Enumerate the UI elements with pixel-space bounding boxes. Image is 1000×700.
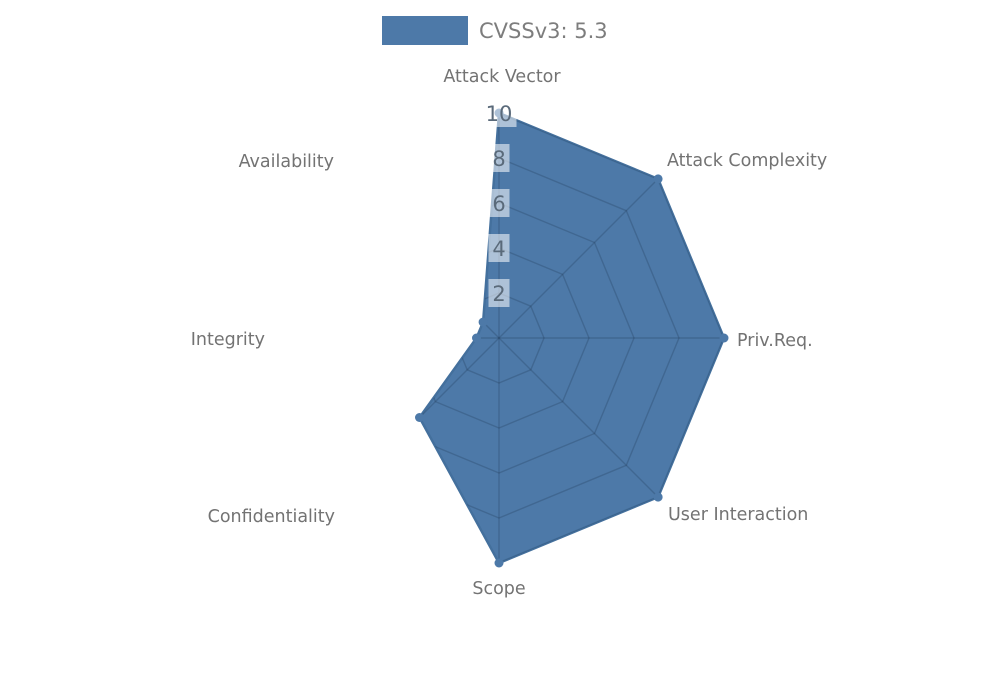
grid-spoke bbox=[419, 178, 500, 339]
tick-label: 8 bbox=[492, 147, 505, 171]
tick-label: 6 bbox=[492, 192, 505, 216]
grid-spoke bbox=[419, 337, 500, 498]
tick-box bbox=[488, 234, 510, 262]
axis-label-user-interaction: User Interaction bbox=[668, 505, 808, 525]
grid-ring bbox=[419, 113, 724, 563]
vertex-dot-3 bbox=[653, 492, 663, 502]
axis-label-integrity: Integrity bbox=[191, 330, 265, 350]
tick-label: 2 bbox=[492, 282, 505, 306]
grid-ring bbox=[419, 157, 680, 519]
legend: CVSSv3: 5.3 bbox=[382, 16, 608, 45]
grid-spoke bbox=[498, 337, 659, 498]
tick-box bbox=[481, 99, 517, 127]
tick-box bbox=[488, 189, 510, 217]
vertex-dot-1 bbox=[653, 174, 663, 184]
grid-ring bbox=[419, 202, 635, 474]
axis-label-priv-req: Priv.Req. bbox=[737, 331, 813, 351]
vertex-dot-5 bbox=[415, 413, 424, 422]
vertex-dot-2 bbox=[719, 333, 729, 343]
vertex-dot-7 bbox=[478, 317, 488, 327]
axis-label-attack-vector: Attack Vector bbox=[443, 67, 561, 87]
grid-spoke bbox=[498, 178, 659, 339]
legend-label: CVSSv3: 5.3 bbox=[479, 18, 608, 43]
vertex-dot-4 bbox=[494, 558, 504, 568]
tick-box bbox=[488, 144, 510, 172]
axis-label-confidentiality: Confidentiality bbox=[208, 507, 335, 527]
axis-label-availability: Availability bbox=[239, 152, 334, 172]
tick-box bbox=[488, 279, 510, 307]
legend-swatch bbox=[382, 16, 468, 45]
axis-label-scope: Scope bbox=[472, 579, 525, 599]
axis-label-attack-complexity: Attack Complexity bbox=[667, 151, 827, 171]
tick-label: 10 bbox=[486, 102, 513, 126]
vertex-dot-6 bbox=[472, 333, 481, 343]
tick-label: 4 bbox=[492, 237, 505, 261]
